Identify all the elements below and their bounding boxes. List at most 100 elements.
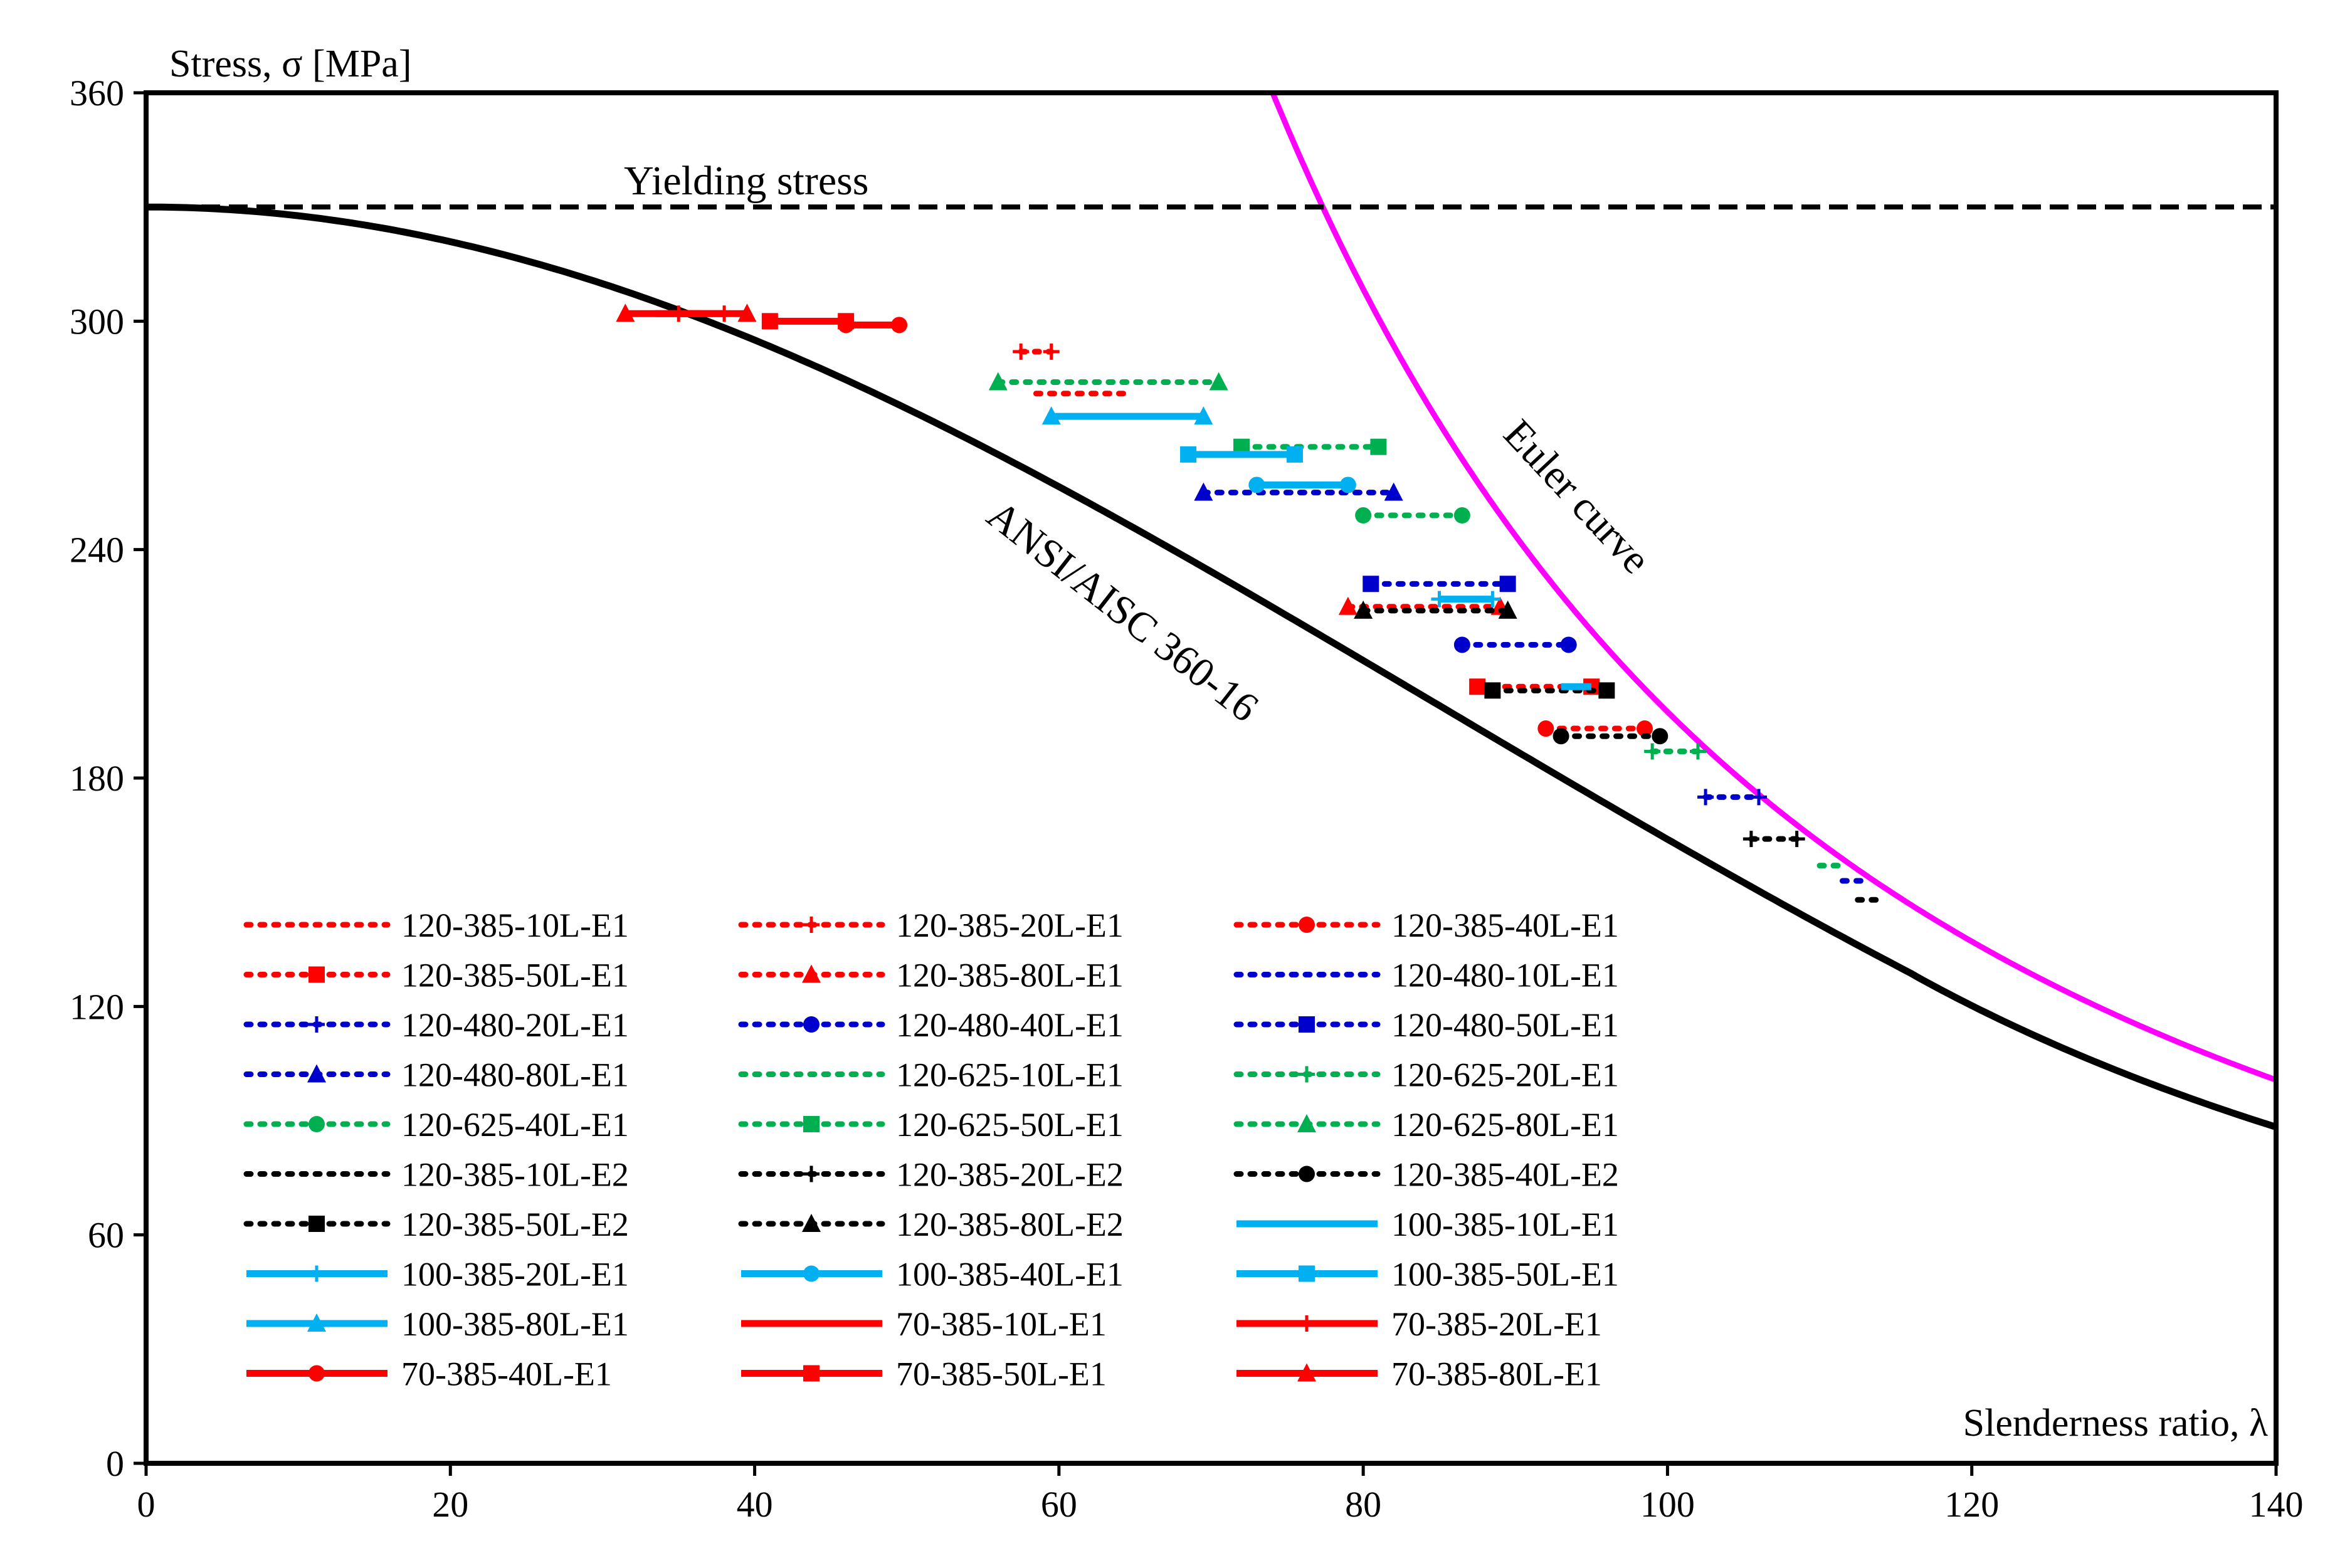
data-point bbox=[1431, 591, 1448, 608]
legend-entry: 100-385-20L-E1 bbox=[246, 1256, 629, 1293]
legend-label: 100-385-40L-E1 bbox=[896, 1256, 1124, 1293]
legend-marker bbox=[307, 1064, 326, 1083]
legend-label: 120-625-20L-E1 bbox=[1391, 1056, 1619, 1094]
data-point bbox=[1355, 507, 1372, 524]
data-point bbox=[1209, 372, 1228, 391]
curves-layer bbox=[146, 93, 2276, 1130]
series-120-480-80L-E1 bbox=[1194, 482, 1403, 501]
data-point bbox=[1598, 682, 1615, 699]
legend-entry: 120-385-40L-E1 bbox=[1233, 907, 1619, 944]
legend-entry: 70-385-80L-E1 bbox=[1236, 1355, 1602, 1393]
legend-entry: 70-385-10L-E1 bbox=[741, 1305, 1107, 1343]
legend-marker bbox=[803, 917, 820, 933]
data-point bbox=[1751, 789, 1768, 806]
legend-label: 120-385-50L-E1 bbox=[401, 957, 629, 994]
legend-label: 70-385-20L-E1 bbox=[1391, 1305, 1602, 1343]
ansi-aisc-curve bbox=[146, 203, 2276, 1130]
y-axis-title: Stress, σ [MPa] bbox=[169, 43, 411, 85]
legend-label: 120-385-80L-E1 bbox=[896, 957, 1124, 994]
series-120-480-40L-E1 bbox=[1453, 636, 1577, 653]
series-120-385-20L-E1 bbox=[1013, 343, 1060, 360]
legend-label: 70-385-80L-E1 bbox=[1391, 1355, 1602, 1393]
euler-curve bbox=[1269, 93, 2276, 1083]
legend-label: 120-625-10L-E1 bbox=[896, 1056, 1124, 1094]
legend-marker bbox=[1299, 1016, 1315, 1033]
data-point bbox=[1697, 789, 1714, 806]
data-point bbox=[761, 313, 778, 330]
legend-label: 70-385-50L-E1 bbox=[896, 1355, 1107, 1393]
legend-label: 100-385-80L-E1 bbox=[401, 1305, 629, 1343]
data-point bbox=[1453, 636, 1470, 653]
legend-entry: 120-385-10L-E1 bbox=[243, 907, 629, 944]
legend-label: 120-385-20L-E1 bbox=[896, 907, 1124, 944]
x-tick-label: 40 bbox=[737, 1484, 773, 1525]
series-120-625-80L-E1 bbox=[988, 372, 1228, 391]
data-point bbox=[838, 313, 855, 330]
data-point bbox=[737, 303, 757, 322]
x-tick-label: 0 bbox=[137, 1484, 156, 1525]
data-point bbox=[1689, 743, 1706, 760]
legend-entry: 100-385-10L-E1 bbox=[1236, 1206, 1619, 1243]
data-point bbox=[1194, 482, 1213, 501]
data-point bbox=[1498, 600, 1517, 619]
legend-marker bbox=[803, 1116, 820, 1132]
series-layer bbox=[616, 303, 1884, 903]
legend-label: 70-385-40L-E1 bbox=[401, 1355, 612, 1393]
legend-label: 120-625-80L-E1 bbox=[1391, 1106, 1619, 1144]
legend-entry: 120-480-10L-E1 bbox=[1233, 957, 1619, 994]
legend-label: 120-480-80L-E1 bbox=[401, 1056, 629, 1094]
series-120-385-80L-E2 bbox=[1354, 600, 1517, 619]
data-point bbox=[1637, 720, 1653, 737]
data-point bbox=[1363, 576, 1379, 592]
legend-marker bbox=[1299, 1165, 1315, 1182]
x-tick-label: 60 bbox=[1041, 1484, 1077, 1525]
legend-entry: 120-385-20L-E1 bbox=[738, 907, 1124, 944]
data-point bbox=[1537, 720, 1554, 737]
x-tick-label: 20 bbox=[432, 1484, 468, 1525]
y-tick-label: 120 bbox=[70, 986, 124, 1027]
legend-marker bbox=[1299, 917, 1315, 933]
legend-marker bbox=[308, 1116, 325, 1132]
legend-entry: 120-480-80L-E1 bbox=[243, 1056, 629, 1094]
data-point bbox=[1644, 743, 1661, 760]
legend-label: 120-480-50L-E1 bbox=[1391, 1006, 1619, 1044]
legend: 120-385-10L-E1 120-385-20L-E1 120-385-40L-… bbox=[243, 907, 1619, 1393]
data-point bbox=[1286, 446, 1303, 463]
legend-marker bbox=[803, 1365, 820, 1382]
data-point bbox=[1013, 343, 1030, 360]
legend-marker bbox=[1299, 1066, 1315, 1083]
legend-entry: 120-385-80L-E2 bbox=[738, 1206, 1124, 1243]
data-point bbox=[1552, 728, 1569, 745]
data-point bbox=[1339, 476, 1356, 493]
legend-entry: 70-385-50L-E1 bbox=[741, 1355, 1107, 1393]
legend-entry: 100-385-40L-E1 bbox=[741, 1256, 1124, 1293]
legend-label: 120-385-20L-E2 bbox=[896, 1156, 1124, 1194]
legend-entry: 120-385-10L-E2 bbox=[243, 1156, 629, 1194]
legend-label: 120-625-40L-E1 bbox=[401, 1106, 629, 1144]
series-70-385-80L-E1 bbox=[616, 303, 757, 322]
legend-marker bbox=[1299, 1315, 1315, 1332]
legend-label: 120-385-10L-E1 bbox=[401, 907, 629, 944]
data-point bbox=[1354, 600, 1373, 619]
x-tick-label: 120 bbox=[1944, 1484, 1999, 1525]
legend-entry: 100-385-50L-E1 bbox=[1236, 1256, 1619, 1293]
data-point bbox=[1453, 507, 1470, 524]
x-tick-label: 140 bbox=[2249, 1484, 2304, 1525]
data-point bbox=[1370, 438, 1387, 455]
data-point bbox=[1384, 482, 1403, 501]
legend-marker bbox=[802, 1214, 821, 1232]
data-point bbox=[1742, 831, 1759, 848]
legend-marker bbox=[308, 1216, 325, 1232]
legend-entry: 120-625-10L-E1 bbox=[738, 1056, 1124, 1094]
data-point bbox=[1248, 476, 1265, 493]
data-point bbox=[1043, 343, 1060, 360]
legend-marker bbox=[308, 1365, 325, 1382]
legend-marker bbox=[308, 1016, 325, 1033]
series-100-385-50L-E1 bbox=[1180, 446, 1303, 463]
data-point bbox=[1788, 831, 1805, 848]
legend-label: 120-480-40L-E1 bbox=[896, 1006, 1124, 1044]
series-100-385-80L-E1 bbox=[1041, 406, 1213, 425]
yielding-stress-label: Yielding stress bbox=[624, 158, 869, 204]
data-point bbox=[1041, 406, 1061, 425]
